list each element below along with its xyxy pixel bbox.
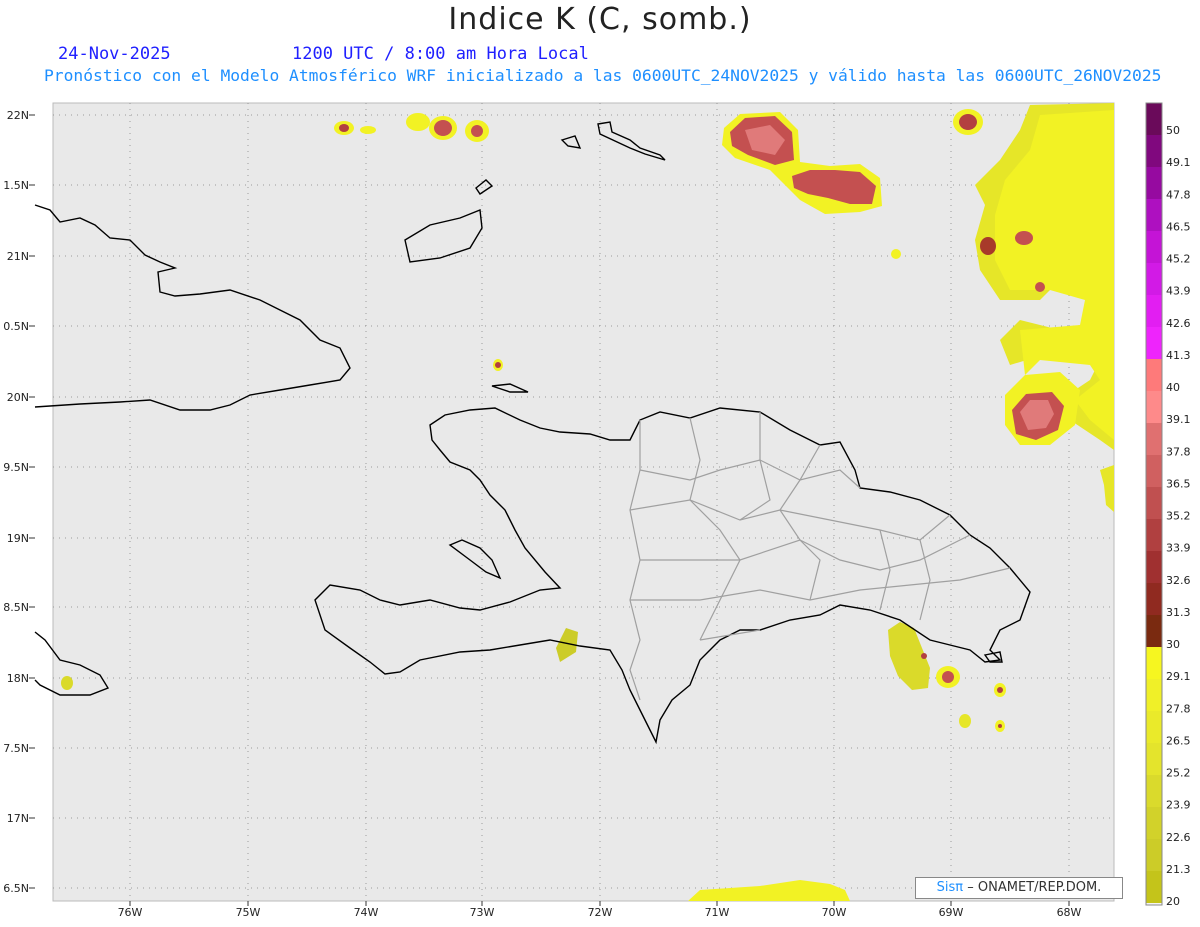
colorbar-label: 49.1 [1166, 156, 1191, 169]
lon-label: 71W [705, 906, 730, 919]
colorbar-swatch [1146, 103, 1162, 136]
colorbar-swatch [1146, 199, 1162, 232]
lat-label: 22N [7, 109, 29, 122]
colorbar-swatch [1146, 743, 1162, 776]
lon-label: 68W [1057, 906, 1082, 919]
colorbar-swatch [1146, 423, 1162, 456]
colorbar-label: 47.8 [1166, 188, 1191, 201]
colorbar-label: 42.6 [1166, 317, 1191, 330]
map-title: Indice K (C, somb.) [448, 2, 752, 37]
colorbar-label: 30 [1166, 638, 1180, 651]
lat-label: 17N [7, 812, 29, 825]
colorbar-swatch [1146, 135, 1162, 168]
colorbar-swatch [1146, 391, 1162, 424]
lat-label: 7.5N [3, 742, 29, 755]
colorbar-swatch [1146, 231, 1162, 264]
latitude-labels: 22N 1.5N 21N 0.5N 20N 9.5N 19N 8.5N 18N … [3, 109, 29, 895]
colorbar-label: 25.2 [1166, 767, 1191, 780]
lon-label: 73W [470, 906, 495, 919]
colorbar-label: 35.2 [1166, 510, 1191, 523]
colorbar-label: 40 [1166, 381, 1180, 394]
colorbar-label: 22.6 [1166, 831, 1191, 844]
lon-label: 75W [236, 906, 261, 919]
colorbar-label: 41.3 [1166, 349, 1191, 362]
forecast-date: 24-Nov-2025 [58, 44, 171, 64]
colorbar-label: 31.3 [1166, 606, 1191, 619]
colorbar-swatch [1146, 775, 1162, 808]
colorbar-label: 45.2 [1166, 253, 1191, 266]
colorbar-swatch [1146, 647, 1162, 680]
colorbar-label: 33.9 [1166, 542, 1191, 555]
credit-box: Sisπ – ONAMET/REP.DOM. [915, 877, 1123, 899]
colorbar-label: 36.5 [1166, 477, 1191, 490]
colorbar-label: 23.9 [1166, 799, 1191, 812]
colorbar-label: 50 [1166, 124, 1180, 137]
lon-ticks [129, 901, 1070, 906]
lat-label: 1.5N [3, 179, 29, 192]
lat-label: 8.5N [3, 601, 29, 614]
colorbar-label: 43.9 [1166, 285, 1191, 298]
lat-ticks [29, 114, 35, 889]
lat-label: 20N [7, 391, 29, 404]
colorbar-label: 46.5 [1166, 220, 1191, 233]
lon-label: 76W [118, 906, 143, 919]
province-borders [629, 412, 1011, 701]
colorbar-swatch [1146, 903, 1162, 905]
colorbar-label: 29.1 [1166, 670, 1191, 683]
colorbar-label: 20 [1166, 895, 1180, 908]
map-background [52, 102, 1115, 902]
colorbar-frame [1145, 102, 1163, 906]
colorbar-label: 39.1 [1166, 413, 1191, 426]
lon-label: 74W [354, 906, 379, 919]
colorbar-swatch [1146, 359, 1162, 392]
sis-logo-text: Sisπ [936, 880, 964, 895]
colorbar-swatch [1146, 615, 1162, 648]
colorbar-swatch [1146, 871, 1162, 904]
lat-label: 0.5N [3, 320, 29, 333]
forecast-description: Pronóstico con el Modelo Atmosférico WRF… [44, 66, 1162, 85]
colorbar-swatch [1146, 487, 1162, 520]
lat-label: 9.5N [3, 461, 29, 474]
colorbar-swatch [1146, 839, 1162, 872]
k-index-map: 22N 1.5N 21N 0.5N 20N 9.5N 19N 8.5N 18N … [3, 102, 1191, 919]
lat-label: 18N [7, 672, 29, 685]
colorbar-swatch [1146, 807, 1162, 840]
colorbar-swatch [1146, 295, 1162, 328]
colorbar-swatch [1146, 679, 1162, 712]
longitude-labels: 76W 75W 74W 73W 72W 71W 70W 69W 68W [118, 906, 1082, 919]
color-scale-legend: 50 49.1 47.8 46.5 45.2 43.9 42.6 41.3 40 39.1 37.8… [1145, 102, 1191, 908]
lat-label: 6.5N [3, 882, 29, 895]
colorbar-label: 26.5 [1166, 734, 1191, 747]
lon-label: 69W [939, 906, 964, 919]
colorbar-swatch [1146, 263, 1162, 296]
colorbar-swatch [1146, 327, 1162, 360]
colorbar-swatch [1146, 583, 1162, 616]
credit-text: – ONAMET/REP.DOM. [967, 880, 1102, 895]
lon-label: 70W [822, 906, 847, 919]
colorbar-label: 21.3 [1166, 863, 1191, 876]
lon-label: 72W [588, 906, 613, 919]
colorbar-swatch [1146, 167, 1162, 200]
colorbar-label: 27.8 [1166, 702, 1191, 715]
colorbar-swatch [1146, 519, 1162, 552]
k-index-shading [61, 103, 1114, 901]
colorbar-swatch [1146, 711, 1162, 744]
colorbar-swatch [1146, 551, 1162, 584]
colorbar-swatch [1146, 455, 1162, 488]
lat-label: 19N [7, 532, 29, 545]
forecast-time: 1200 UTC / 8:00 am Hora Local [292, 44, 589, 64]
colorbar-label: 32.6 [1166, 574, 1191, 587]
colorbar-label: 37.8 [1166, 445, 1191, 458]
lat-label: 21N [7, 250, 29, 263]
